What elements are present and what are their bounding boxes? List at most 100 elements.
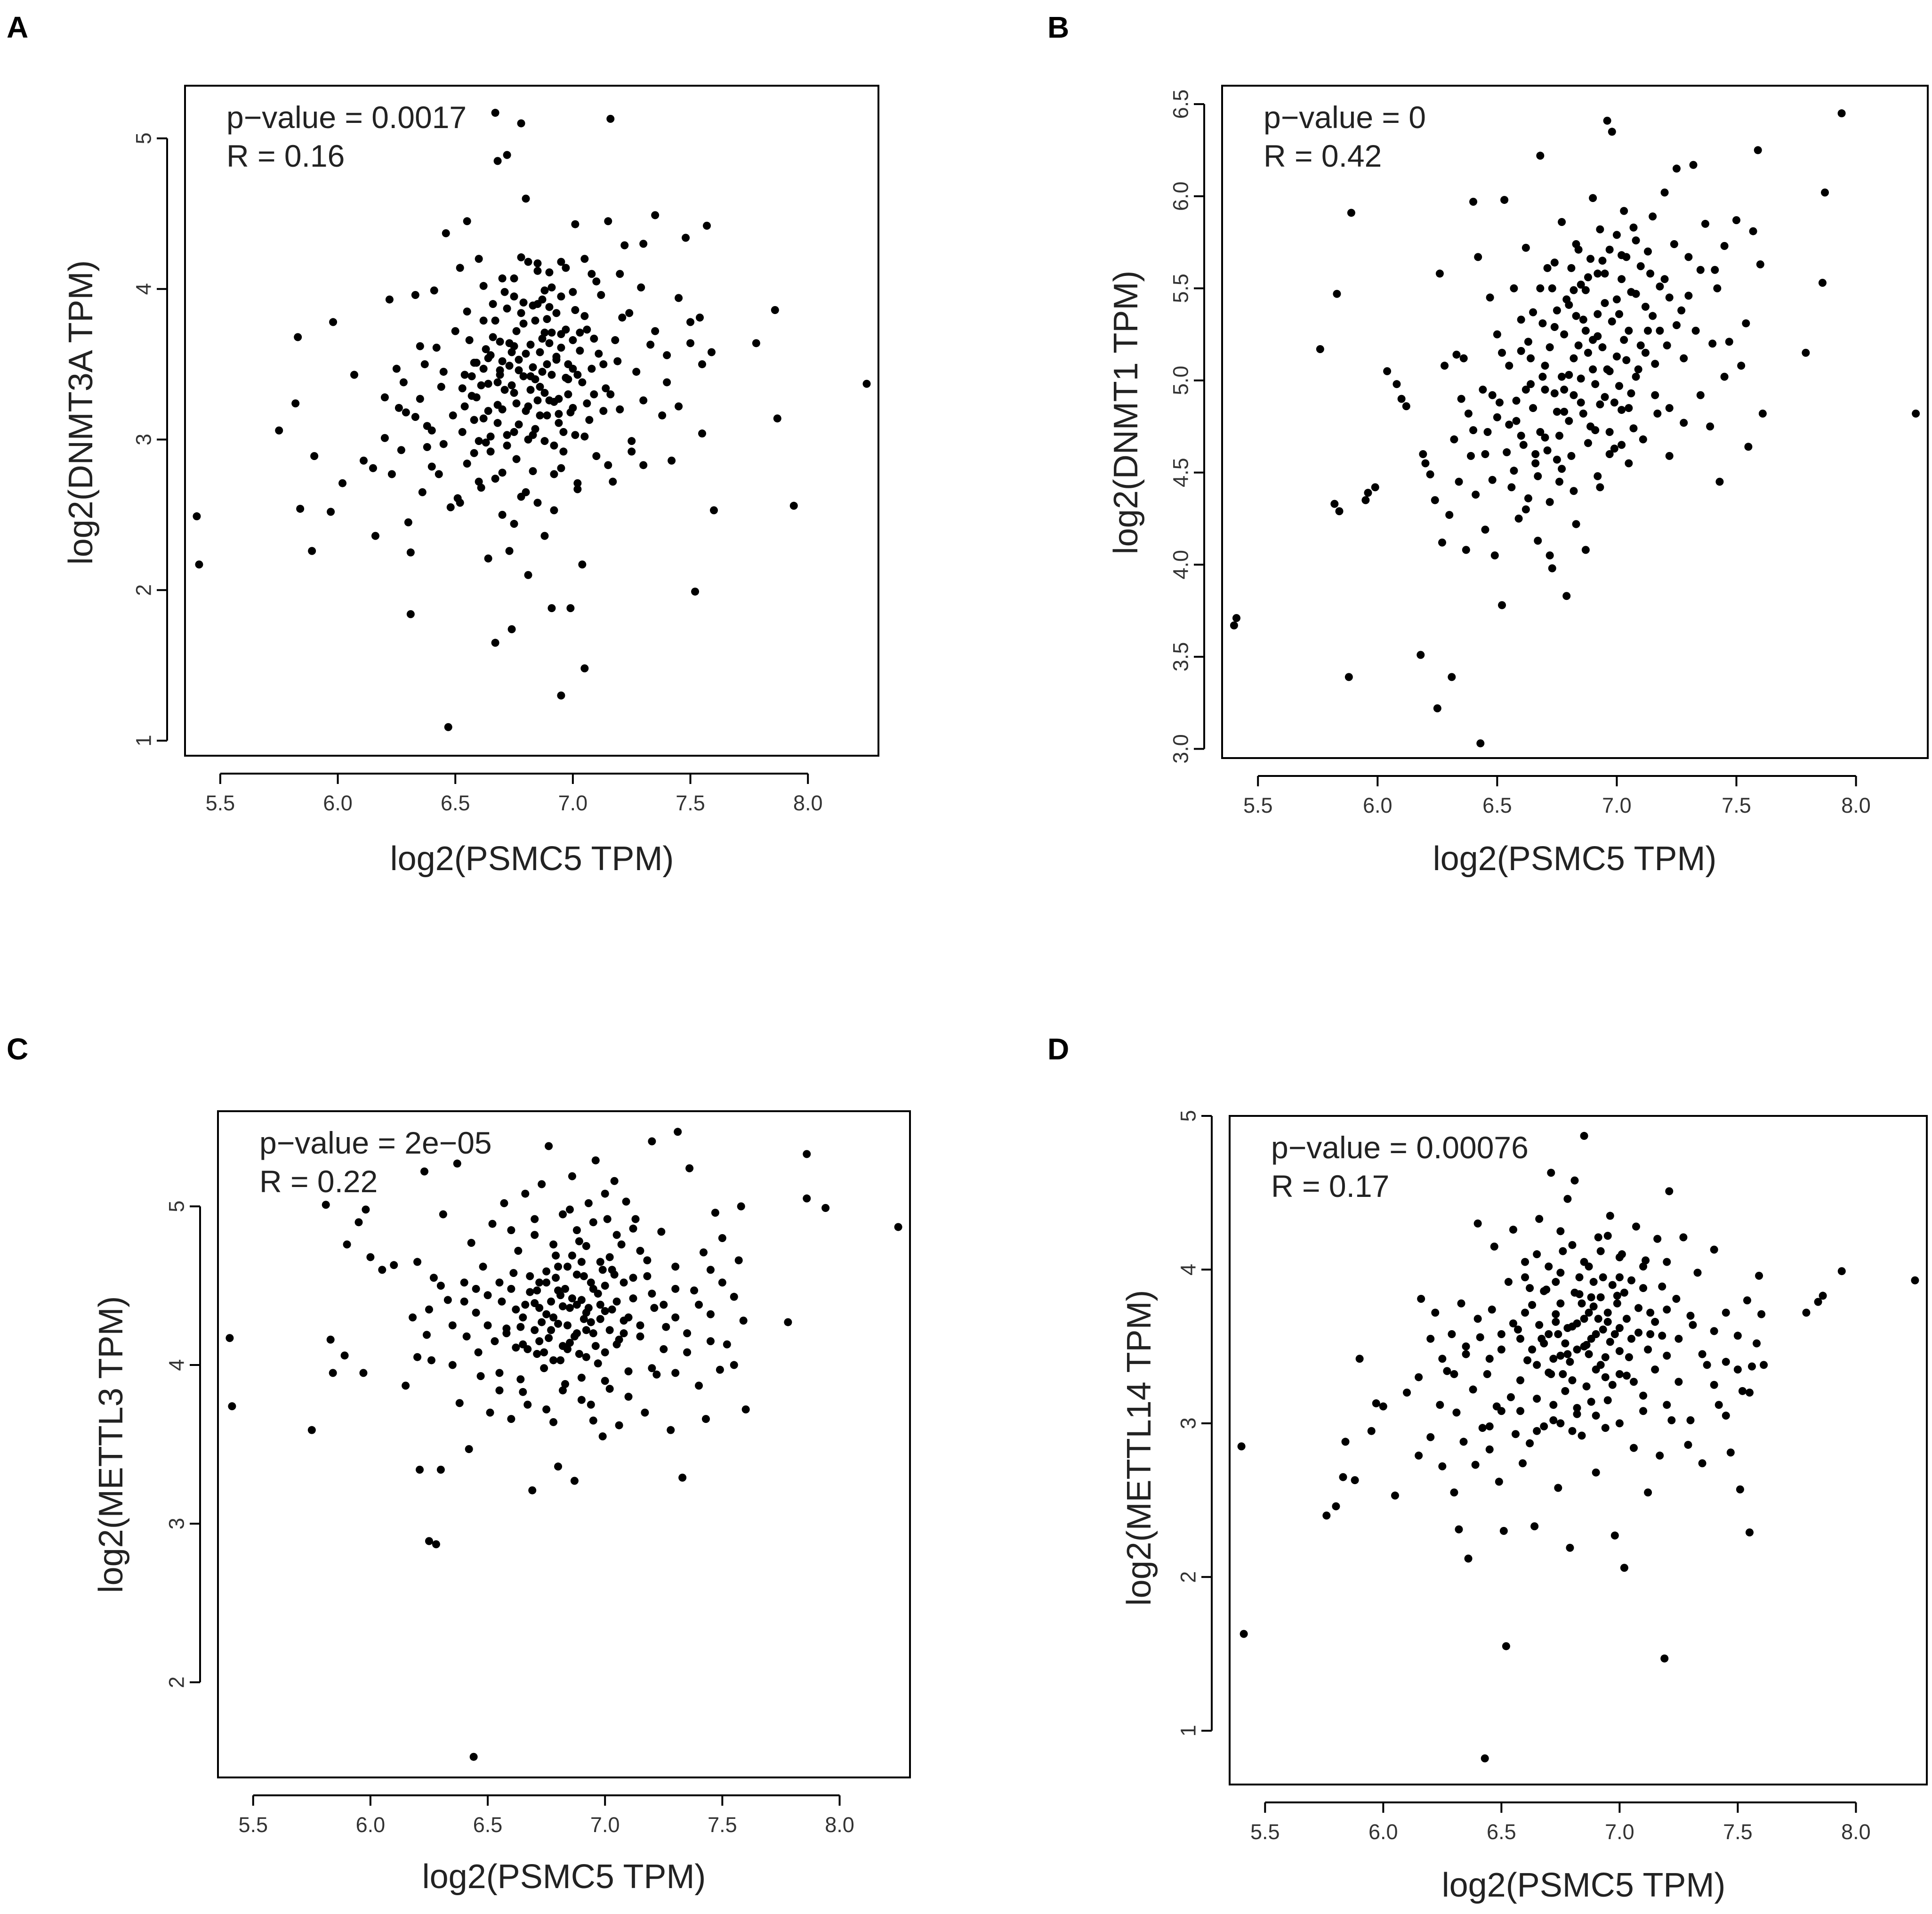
data-point — [392, 364, 401, 373]
data-point — [503, 431, 511, 439]
data-point — [491, 316, 499, 325]
data-point — [340, 1351, 349, 1360]
data-point — [1651, 1317, 1659, 1326]
data-point — [1620, 1288, 1628, 1297]
data-point — [1533, 1250, 1541, 1259]
data-point — [484, 554, 492, 563]
data-point — [1553, 455, 1561, 464]
data-point — [540, 388, 549, 397]
data-point — [522, 488, 530, 496]
data-point — [1581, 286, 1590, 294]
data-point — [1541, 362, 1549, 370]
data-point — [698, 429, 707, 438]
data-point — [515, 420, 523, 428]
data-point — [1580, 1131, 1588, 1140]
data-point — [1549, 1416, 1558, 1424]
data-point — [707, 348, 716, 356]
y-tick-label: 4.0 — [1169, 550, 1193, 580]
data-point — [651, 211, 660, 219]
data-point — [1573, 1410, 1581, 1418]
data-point — [671, 1284, 680, 1293]
data-point — [470, 449, 478, 457]
data-point — [1555, 477, 1563, 486]
data-point — [652, 1370, 661, 1379]
data-point — [1570, 1288, 1579, 1297]
data-point — [1603, 1308, 1612, 1317]
points-d — [1237, 1131, 1919, 1763]
data-point — [1612, 295, 1621, 304]
data-point — [588, 270, 596, 278]
data-point — [411, 291, 419, 299]
data-point — [1598, 343, 1607, 352]
y-tick-label: 5.0 — [1169, 366, 1193, 396]
data-point — [624, 1367, 633, 1376]
data-point — [1610, 444, 1618, 453]
data-point — [1620, 1564, 1628, 1572]
data-point — [620, 1329, 628, 1338]
data-point — [536, 411, 544, 420]
data-point — [1517, 315, 1525, 324]
data-point — [322, 1201, 330, 1209]
data-point — [510, 292, 518, 301]
data-point — [1603, 116, 1611, 125]
data-point — [1556, 1351, 1565, 1360]
data-point — [1819, 1292, 1827, 1300]
data-point — [615, 1335, 623, 1344]
data-point — [514, 1246, 523, 1255]
data-point — [1674, 1334, 1683, 1343]
data-point — [1589, 336, 1597, 344]
data-point — [1553, 306, 1561, 315]
data-point — [498, 1297, 506, 1306]
data-point — [1802, 348, 1810, 357]
data-point — [1684, 291, 1693, 300]
data-point — [1466, 452, 1475, 460]
data-point — [1502, 1642, 1510, 1650]
data-point — [660, 1345, 668, 1353]
data-point — [416, 395, 424, 403]
data-point — [648, 1137, 656, 1146]
data-point — [425, 1537, 433, 1545]
data-point — [1570, 286, 1578, 294]
data-point — [562, 325, 570, 334]
data-point — [557, 343, 565, 352]
data-point — [1710, 1327, 1718, 1335]
points-a — [193, 109, 871, 731]
data-point — [1665, 404, 1674, 412]
data-point — [526, 340, 535, 349]
data-point — [533, 1286, 541, 1295]
data-point — [1558, 465, 1566, 473]
data-point — [1653, 1235, 1662, 1243]
data-point — [519, 298, 528, 307]
data-point — [462, 1332, 471, 1341]
data-point — [1656, 326, 1664, 335]
data-point — [1744, 443, 1753, 451]
data-point — [1603, 1317, 1612, 1326]
data-point — [1603, 1232, 1612, 1240]
data-point — [686, 318, 695, 326]
data-point — [1749, 227, 1757, 235]
data-point — [611, 336, 620, 344]
y-tick-label: 2 — [165, 1676, 189, 1688]
data-point — [699, 1248, 708, 1257]
data-point — [1540, 1339, 1548, 1348]
data-point — [1521, 505, 1530, 514]
data-point — [580, 664, 589, 673]
data-point — [308, 547, 316, 555]
data-point — [519, 1388, 527, 1396]
data-point — [451, 327, 459, 335]
data-point — [1760, 1361, 1768, 1369]
data-point — [465, 336, 474, 344]
data-point — [1570, 391, 1578, 399]
data-point — [1689, 161, 1698, 169]
data-point — [1488, 1305, 1496, 1314]
data-point — [1526, 354, 1535, 363]
data-point — [517, 309, 525, 317]
data-point — [690, 1286, 699, 1295]
data-point — [1529, 308, 1538, 316]
x-tick-label: 6.0 — [323, 791, 353, 815]
data-point — [1562, 295, 1571, 304]
data-point — [1589, 194, 1597, 202]
data-point — [572, 1226, 581, 1235]
data-point — [596, 1258, 604, 1266]
data-point — [570, 1477, 579, 1485]
